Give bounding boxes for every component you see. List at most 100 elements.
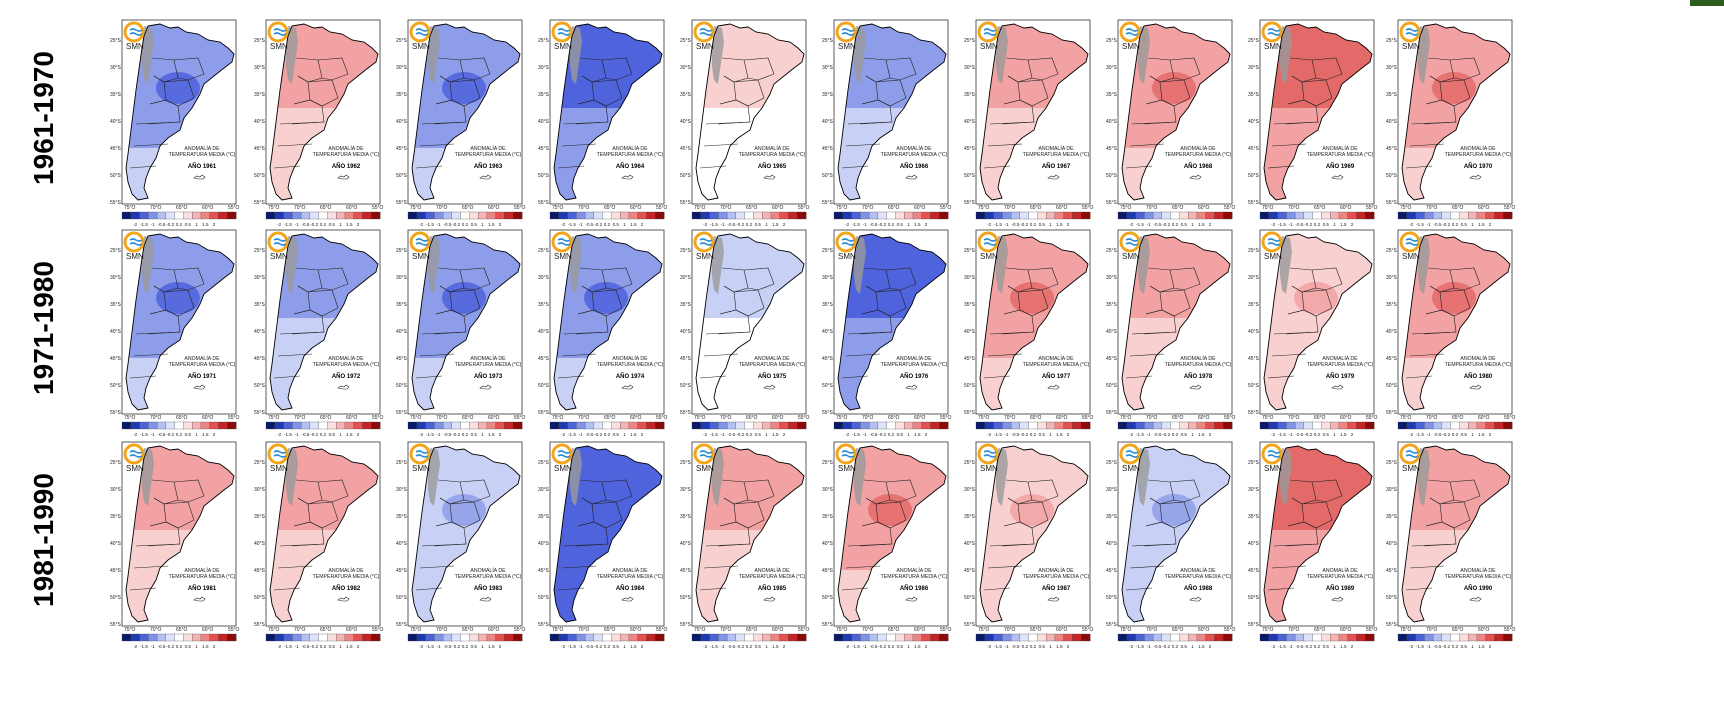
map-title-line1: ANOMALÍA DE — [1322, 355, 1358, 362]
colorbar-tick: 2 — [783, 222, 786, 227]
colorbar-tick: 0.5 — [1039, 222, 1046, 227]
lon-label: 75°O — [1400, 627, 1412, 633]
lat-label: 40°S — [254, 541, 266, 547]
lon-label: 60°O — [1198, 415, 1210, 421]
colorbar-tick: -0.5 — [444, 222, 452, 227]
andes-relief — [712, 236, 724, 294]
map-title-line2: TEMPERATURA MEDIA (°C) — [455, 152, 522, 158]
map-title-line2: TEMPERATURA MEDIA (°C) — [1165, 574, 1232, 580]
colorbar-swatch — [1303, 421, 1314, 430]
colorbar-tick: -0.5 — [586, 222, 594, 227]
islands-outline — [905, 174, 918, 180]
lat-label: 30°S — [254, 275, 266, 281]
colorbar-tick: -1 — [579, 222, 584, 227]
province-border — [1129, 565, 1165, 569]
colorbar-tick: 0.2 — [888, 644, 895, 649]
colorbar-swatch — [265, 421, 276, 430]
colorbar-swatch — [1081, 421, 1091, 430]
colorbar-swatch — [718, 211, 728, 220]
colorbar-tick: 2 — [1351, 644, 1354, 649]
lon-label: 55°O — [940, 205, 952, 211]
colorbar-swatch — [1188, 633, 1198, 642]
colorbar-swatch — [797, 211, 807, 220]
colorbar-tick: 1 — [1049, 432, 1052, 437]
province-border — [845, 353, 881, 357]
colorbar-swatch — [930, 421, 940, 430]
province-border — [173, 479, 205, 503]
colorbar-swatch — [274, 421, 284, 430]
lat-label: 35°S — [1386, 92, 1398, 98]
lat-label: 55°S — [822, 622, 834, 628]
anomaly-map-panel: 25°S 30°S 35°S 40°S 45°S 50°S 55°S 75°O 70°O 65°O… — [252, 18, 384, 228]
lat-label: 30°S — [1386, 65, 1398, 71]
province-border — [459, 479, 491, 503]
lat-label: 30°S — [822, 275, 834, 281]
map-title-line2: TEMPERATURA MEDIA (°C) — [1307, 152, 1374, 158]
lat-label: 50°S — [964, 383, 976, 389]
country-outline — [1263, 23, 1373, 201]
smn-logo: SMN — [409, 21, 431, 51]
country-outline — [411, 23, 521, 201]
lon-label: 70°O — [294, 415, 306, 421]
lat-label: 40°S — [822, 541, 834, 547]
smn-logo: SMN — [1119, 231, 1141, 261]
lat-label: 55°S — [964, 410, 976, 416]
country-outline — [553, 445, 663, 623]
colorbar-tick: -1.5 — [994, 222, 1002, 227]
province-border — [743, 267, 775, 291]
lat-label: 35°S — [254, 514, 266, 520]
anomaly-map-panel: 25°S 30°S 35°S 40°S 45°S 50°S 55°S 75°O 70°O 65°O… — [1246, 18, 1378, 228]
province-border — [135, 121, 181, 125]
anomaly-map: 25°S30°S35°S40°S45°S50°S55°S75°O 70°O 65°O… — [254, 441, 384, 649]
lat-label: 40°S — [110, 541, 122, 547]
colorbar-tick: -0.2 — [310, 432, 318, 437]
colorbar-swatch — [851, 421, 861, 430]
colorbar-swatch — [1196, 421, 1207, 430]
islands-outline — [1189, 596, 1202, 602]
lat-label: 25°S — [1106, 248, 1118, 254]
anomaly-map: 25°S30°S35°S40°S45°S50°S55°S75°O 70°O 65°O… — [110, 441, 240, 649]
lon-label: 75°O — [978, 627, 990, 633]
colorbar-swatch — [921, 421, 931, 430]
lat-label: 45°S — [396, 356, 408, 362]
province-border — [987, 353, 1023, 357]
lat-label: 25°S — [396, 248, 408, 254]
lat-label: 50°S — [396, 383, 408, 389]
colorbar-tick: -1 — [151, 222, 156, 227]
smn-logo: SMN — [1119, 443, 1141, 473]
lon-label: 70°O — [150, 627, 162, 633]
lon-label: 65°O — [1452, 627, 1464, 633]
colorbar-swatch — [1277, 211, 1287, 220]
colorbar-swatch — [1135, 421, 1145, 430]
colorbar-swatch — [549, 633, 560, 642]
colorbar-swatch — [611, 421, 621, 430]
colorbar-swatch — [451, 421, 462, 430]
colorbar-swatch — [1356, 633, 1366, 642]
anomaly-map: 25°S30°S35°S40°S45°S50°S55°S75°O 70°O 65°O… — [1248, 229, 1378, 437]
lon-label: 60°O — [914, 205, 926, 211]
lon-label: 65°O — [1030, 415, 1042, 421]
lat-label: 55°S — [538, 622, 550, 628]
lat-label: 45°S — [680, 356, 692, 362]
province-border — [129, 587, 157, 591]
colorbar-tick: -1.5 — [284, 222, 292, 227]
map-title-line2: TEMPERATURA MEDIA (°C) — [597, 152, 664, 158]
lon-label: 65°O — [604, 627, 616, 633]
province-border — [1411, 331, 1457, 335]
colorbar-swatch — [637, 211, 647, 220]
lon-label: 60°O — [202, 415, 214, 421]
lat-label: 50°S — [680, 383, 692, 389]
colorbar-swatch — [975, 211, 986, 220]
colorbar-swatch — [1397, 211, 1408, 220]
colorbar-tick: -1 — [151, 432, 156, 437]
andes-relief — [1418, 236, 1430, 294]
islands-outline — [1189, 174, 1202, 180]
smn-logo: SMN — [835, 443, 857, 473]
colorbar-tick: -1.5 — [1136, 644, 1144, 649]
year-label: AÑO 1989 — [1326, 585, 1355, 592]
colorbar-swatch — [1468, 211, 1478, 220]
colorbar-swatch — [309, 211, 320, 220]
lat-label: 40°S — [538, 541, 550, 547]
colorbar-swatch — [1152, 211, 1163, 220]
colorbar-swatch — [1072, 633, 1082, 642]
